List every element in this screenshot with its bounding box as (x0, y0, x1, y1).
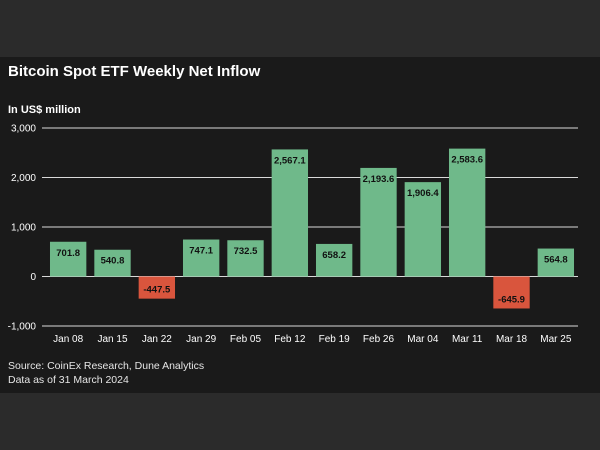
x-tick-label: Feb 19 (319, 334, 351, 345)
bar (271, 149, 309, 277)
bar (49, 241, 87, 277)
bar (94, 249, 131, 277)
data-label: 564.8 (544, 255, 568, 266)
data-label: 2,567.1 (274, 155, 306, 166)
data-label: 1,906.4 (407, 188, 439, 199)
data-label: -645.9 (498, 294, 525, 305)
as-of-note: Data as of 31 March 2024 (8, 374, 129, 386)
chart-title: Bitcoin Spot ETF Weekly Net Inflow (8, 63, 261, 80)
x-tick-label: Mar 04 (407, 334, 439, 345)
data-label: 732.5 (234, 246, 258, 257)
bar (448, 148, 486, 277)
data-label: 747.1 (189, 246, 213, 257)
y-tick-label: 0 (30, 272, 36, 283)
bar (182, 239, 220, 277)
y-tick-label: 3,000 (11, 124, 36, 135)
x-tick-label: Jan 22 (142, 334, 172, 345)
bar (360, 167, 397, 277)
data-label: 658.2 (322, 250, 346, 261)
bar (404, 182, 442, 277)
x-tick-label: Mar 18 (496, 334, 528, 345)
x-tick-label: Mar 11 (452, 334, 483, 345)
data-label: 2,193.6 (363, 174, 395, 185)
x-tick-label: Jan 08 (53, 334, 83, 345)
data-label: 701.8 (56, 248, 80, 259)
bar (493, 276, 530, 309)
data-label: -447.5 (143, 285, 171, 296)
x-tick-label: Jan 15 (97, 334, 127, 345)
y-tick-label: 1,000 (11, 223, 36, 234)
x-tick-label: Jan 29 (186, 334, 216, 345)
bar (227, 240, 264, 277)
x-tick-label: Mar 25 (540, 334, 572, 345)
y-tick-label: 2,000 (11, 173, 36, 184)
data-label: 540.8 (101, 256, 125, 267)
bar (315, 243, 353, 277)
x-tick-label: Feb 26 (363, 334, 395, 345)
bar (537, 248, 575, 277)
data-label: 2,583.6 (451, 155, 483, 166)
x-tick-label: Feb 05 (230, 334, 262, 345)
source-note: Source: CoinEx Research, Dune Analytics (8, 360, 205, 372)
x-tick-label: Feb 12 (274, 334, 306, 345)
y-tick-label: -1,000 (8, 322, 37, 333)
unit-label: In US$ million (8, 104, 81, 116)
bar (138, 276, 176, 299)
